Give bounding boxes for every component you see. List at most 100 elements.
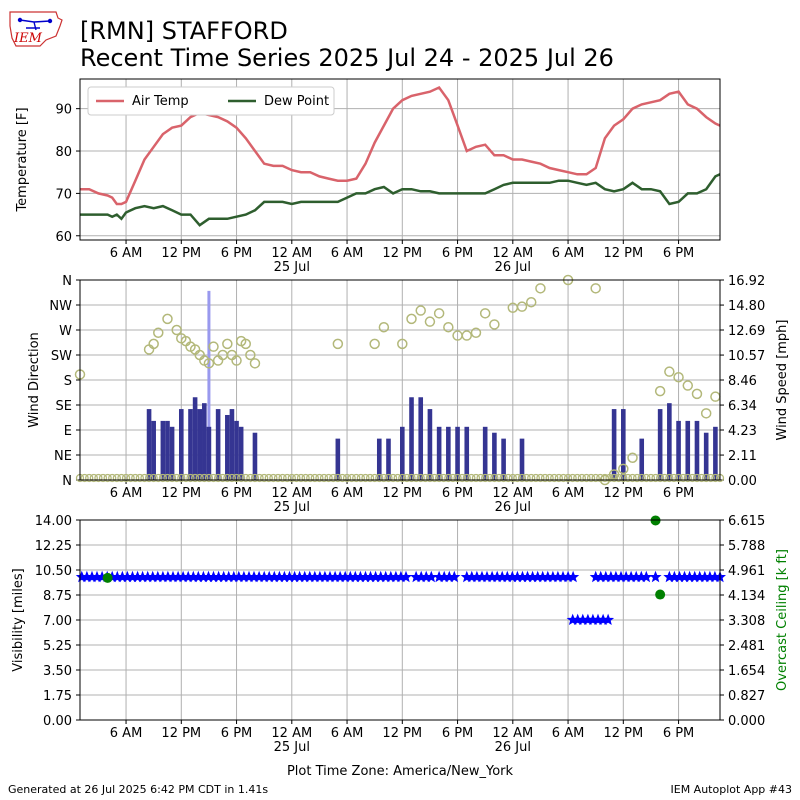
ceiling-y-tick-label: 0.000 — [728, 714, 765, 729]
wind-calm-marker — [494, 473, 504, 483]
footer-app-id: IEM Autoplot App #43 — [670, 783, 793, 796]
wind-direction-marker — [525, 296, 537, 308]
wind-calm-marker — [154, 473, 163, 483]
wind-calm-marker — [439, 473, 448, 483]
temp-panel-date-label: 25 Jul — [274, 260, 310, 275]
wind-calm-marker — [213, 473, 223, 483]
ceiling-y-tick-label: 3.308 — [728, 614, 765, 629]
wind-speed-bar — [611, 409, 617, 480]
wind-calm-marker — [508, 473, 517, 483]
wind-panel-x-tick-label: 12 AM — [492, 486, 533, 501]
wind-calm-marker — [669, 473, 679, 483]
wind-calm-marker — [660, 473, 669, 483]
wind-calm-marker — [89, 473, 98, 483]
wind-calm-marker — [246, 473, 255, 483]
wind-speed-bar — [694, 420, 700, 480]
wind-dir-tick-label: N — [62, 274, 72, 289]
wind-direction-marker — [203, 358, 215, 369]
wind-calm-marker — [632, 473, 642, 483]
wind-direction-marker — [424, 316, 436, 327]
temp-y-tick-label: 80 — [55, 145, 72, 160]
wind-calm-marker — [540, 473, 550, 483]
wind-direction-marker — [461, 330, 473, 341]
wind-direction-marker — [608, 469, 620, 480]
wind-calm-marker — [527, 473, 536, 483]
visibility-marker — [448, 570, 461, 583]
wind-direction-marker — [443, 321, 454, 333]
wind-direction-marker — [171, 324, 182, 336]
wind-calm-marker — [365, 473, 375, 483]
wind-panel-x-tick-label: 6 PM — [442, 486, 473, 501]
wind-panel-x-tick-label: 6 PM — [663, 486, 694, 501]
wind-speed-bar — [376, 438, 382, 480]
wind-calm-marker — [402, 473, 412, 483]
wind-direction-marker — [470, 327, 482, 339]
wind-calm-marker — [223, 473, 232, 483]
wind-panel-x-tick-label: 6 AM — [331, 486, 364, 501]
wind-direction-marker — [415, 305, 426, 316]
wind-dir-tick-label: W — [59, 324, 72, 339]
wind-speed-bar — [206, 426, 212, 480]
temp-panel-x-tick-label: 12 PM — [603, 246, 643, 261]
wind-direction-marker — [148, 338, 159, 350]
wind-calm-marker — [550, 473, 559, 483]
wind-speed-bar — [455, 426, 460, 480]
wind-calm-marker — [237, 473, 246, 483]
wind-speed-bar — [713, 426, 718, 480]
wind-speed-bar — [464, 426, 470, 480]
temp-panel-x-tick-label: 12 AM — [271, 246, 312, 261]
temp-panel-x-tick-label: 12 PM — [382, 246, 422, 261]
wind-calm-marker — [375, 473, 384, 483]
vis-y-tick-label: 0.00 — [43, 714, 72, 729]
wind-direction-marker — [249, 358, 261, 369]
wind-calm-marker — [513, 473, 522, 483]
wind-speed-bar — [492, 432, 497, 480]
wind-gust-bar — [207, 290, 211, 480]
wind-calm-marker — [458, 473, 467, 483]
vis-y-tick-label: 14.00 — [35, 514, 72, 529]
wind-direction-marker — [153, 327, 164, 339]
wind-calm-marker — [421, 473, 430, 483]
vis-panel-x-tick-label: 6 AM — [552, 726, 585, 741]
vis-y-tick-label: 7.00 — [43, 614, 72, 629]
wind-direction-marker — [710, 391, 721, 402]
wind-calm-marker — [278, 473, 287, 483]
wind-dir-tick-label: NE — [54, 449, 72, 464]
wind-calm-marker — [269, 473, 278, 483]
wind-calm-marker — [361, 473, 370, 483]
ceiling-y-tick-label: 5.788 — [728, 539, 765, 554]
wind-calm-marker — [384, 473, 393, 483]
wind-calm-marker — [582, 473, 591, 483]
wind-panel-x-tick-label: 6 AM — [110, 486, 143, 501]
wind-direction-marker — [489, 319, 500, 330]
wind-calm-marker — [628, 473, 637, 483]
wind-calm-marker — [190, 473, 200, 483]
wind-speed-bar — [160, 420, 166, 480]
wind-calm-marker — [692, 473, 702, 483]
wind-calm-marker — [209, 473, 218, 483]
wind-calm-marker — [319, 473, 329, 483]
wind-speed-bar — [238, 426, 244, 480]
wind-calm-marker — [103, 473, 112, 483]
wind-calm-marker — [559, 473, 568, 483]
wind-calm-marker — [522, 473, 531, 483]
wind-calm-marker — [80, 473, 89, 483]
vis-panel-x-tick-label: 12 PM — [603, 726, 643, 741]
vis-panel-x-tick-label: 6 PM — [663, 726, 694, 741]
wind-calm-marker — [324, 473, 333, 483]
wind-speed-bar — [197, 409, 203, 480]
x-axis-timezone-label: Plot Time Zone: America/New_York — [286, 764, 514, 779]
vis-y-tick-label: 1.75 — [43, 689, 72, 704]
wind-dir-tick-label: E — [64, 424, 72, 439]
wind-calm-marker — [563, 473, 573, 483]
wind-calm-marker — [310, 473, 319, 483]
wind-calm-marker — [255, 473, 264, 483]
wind-calm-marker — [108, 473, 117, 483]
temp-panel-x-tick-label: 6 PM — [442, 246, 473, 261]
wind-speed-bar — [335, 438, 341, 480]
wind-calm-marker — [591, 473, 600, 483]
wind-calm-marker — [586, 473, 596, 483]
wind-calm-marker — [85, 473, 94, 483]
wind-calm-marker — [448, 473, 458, 483]
wind-direction-marker — [516, 301, 528, 312]
